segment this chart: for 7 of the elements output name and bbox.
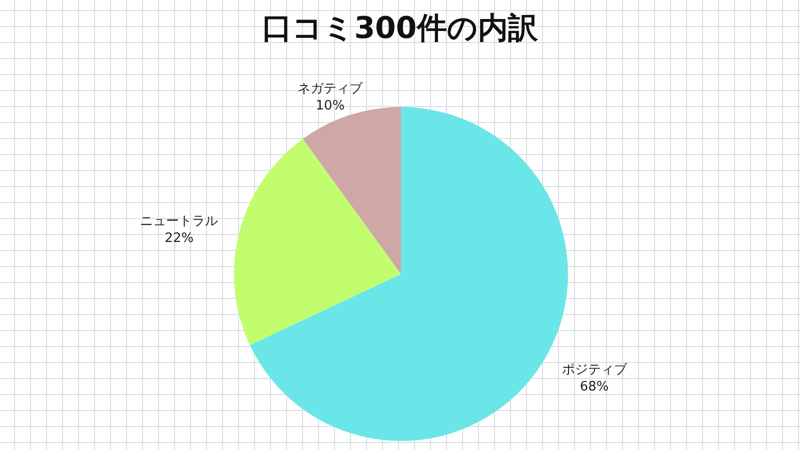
slice-label: ニュートラル — [140, 214, 218, 229]
slice-label: ポジティブ — [562, 362, 628, 378]
data-label: 22% — [164, 231, 194, 246]
data-label: 10% — [316, 98, 345, 114]
chart-title: 口コミ300件の内訳 — [262, 11, 539, 46]
data-label: 68% — [580, 379, 609, 394]
slice-label: ネガティブ — [298, 81, 364, 96]
